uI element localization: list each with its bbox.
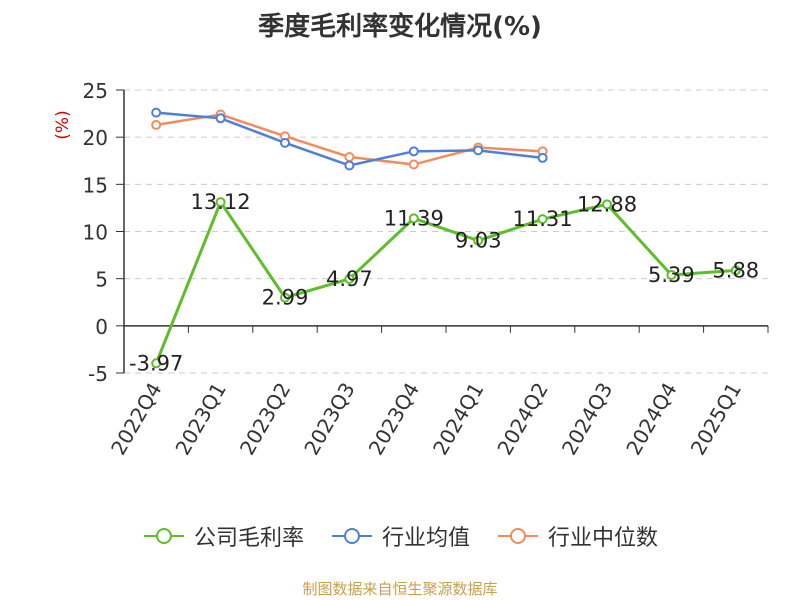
legend-item-industry-median[interactable]: 行业中位数	[496, 520, 658, 552]
data-label: 2.99	[262, 286, 309, 310]
data-point[interactable]	[408, 213, 419, 224]
y-tick-label: 10	[83, 221, 108, 245]
y-tick-label: -5	[88, 362, 108, 386]
data-point[interactable]	[666, 269, 677, 280]
y-tick-label: 5	[95, 268, 108, 292]
data-point[interactable]	[344, 273, 355, 284]
data-point[interactable]	[602, 199, 612, 210]
legend-marker-icon	[498, 528, 538, 544]
data-point[interactable]	[473, 235, 484, 246]
data-label: 13.12	[191, 190, 251, 214]
legend-item-industry-mean[interactable]: 行业均值	[330, 520, 470, 552]
legend-marker-icon	[331, 528, 372, 544]
data-point[interactable]	[280, 292, 290, 303]
data-point[interactable]	[408, 159, 419, 170]
legend-label: 行业中位数	[548, 526, 659, 551]
legend-marker-icon	[143, 528, 184, 544]
data-point[interactable]	[730, 265, 741, 276]
data-label: 12.88	[577, 192, 637, 216]
x-tick-label: 2023Q4	[364, 378, 424, 459]
legend-item-company-margin[interactable]: 公司毛利率	[142, 520, 304, 552]
data-label: 11.31	[513, 207, 573, 231]
data-point[interactable]	[408, 146, 419, 157]
y-axis-label: (%)	[53, 110, 73, 139]
series-lines	[151, 107, 741, 369]
x-tick-label: 2024Q3	[557, 378, 617, 459]
x-tick-label: 2022Q4	[106, 378, 166, 459]
data-point[interactable]	[537, 152, 548, 163]
data-label: 5.88	[712, 258, 759, 282]
data-point[interactable]	[215, 113, 226, 124]
x-tick-label: 2023Q1	[170, 378, 230, 459]
data-label: 4.97	[326, 267, 373, 291]
data-label: 9.03	[455, 229, 502, 253]
data-point[interactable]	[215, 197, 226, 208]
legend-label: 行业均值	[381, 526, 470, 551]
x-tick-label: 2024Q2	[492, 378, 552, 459]
data-label: 11.39	[384, 206, 444, 230]
data-point[interactable]	[151, 107, 162, 118]
y-tick-label: 25	[83, 79, 108, 103]
x-tick-label: 2024Q4	[621, 378, 681, 459]
data-point[interactable]	[151, 358, 162, 369]
series-line	[154, 198, 736, 364]
x-tick-label: 2023Q2	[235, 378, 295, 459]
grid-lines	[124, 89, 768, 374]
data-point[interactable]	[537, 214, 548, 225]
chart-title: 季度毛利率变化情况(%)	[258, 12, 542, 42]
y-tick-label: 0	[95, 315, 108, 339]
data-point[interactable]	[344, 160, 355, 171]
source-note: 制图数据来自恒生聚源数据库	[302, 580, 498, 598]
legend-label: 公司毛利率	[193, 526, 304, 551]
data-point[interactable]	[280, 137, 290, 148]
x-tick-label: 2025Q1	[686, 378, 746, 459]
y-tick-label: 15	[83, 173, 108, 197]
data-point[interactable]	[344, 151, 355, 162]
data-point[interactable]	[473, 145, 484, 156]
x-tick-label: 2023Q3	[299, 378, 359, 459]
y-tick-label: 20	[83, 126, 108, 150]
data-label: 5.39	[648, 263, 695, 287]
data-point[interactable]	[151, 119, 162, 130]
x-tick-label: 2024Q1	[428, 378, 488, 459]
data-label: -3.97	[129, 351, 183, 375]
legend: 公司毛利率 行业均值 行业中位数	[0, 520, 800, 552]
